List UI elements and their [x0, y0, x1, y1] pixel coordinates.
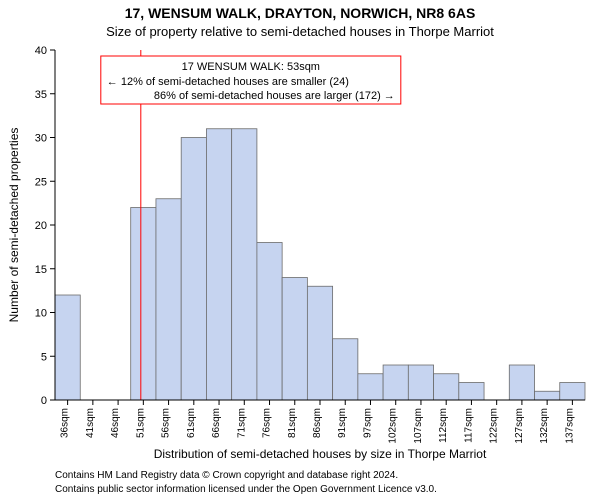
- histogram-bar: [560, 383, 585, 401]
- x-tick-label: 122sqm: [489, 408, 500, 444]
- x-tick-label: 127sqm: [514, 408, 525, 444]
- x-tick-label: 102sqm: [388, 408, 399, 444]
- credit-line2: Contains public sector information licen…: [55, 484, 437, 495]
- x-tick-label: 36sqm: [60, 408, 71, 438]
- x-tick-label: 81sqm: [287, 408, 298, 438]
- x-tick-label: 66sqm: [211, 408, 222, 438]
- y-tick-label: 25: [35, 176, 47, 188]
- x-tick-label: 97sqm: [362, 408, 373, 438]
- y-tick-label: 15: [35, 264, 47, 276]
- x-tick-label: 112sqm: [438, 408, 449, 443]
- histogram-bar: [434, 374, 459, 400]
- property-size-histogram: 17, WENSUM WALK, DRAYTON, NORWICH, NR8 6…: [0, 0, 600, 500]
- x-tick-label: 71sqm: [236, 408, 247, 438]
- histogram-bar: [459, 383, 484, 401]
- histogram-bar: [206, 129, 231, 400]
- x-tick-label: 91sqm: [337, 408, 348, 438]
- histogram-bar: [55, 295, 80, 400]
- histogram-bar: [358, 374, 383, 400]
- histogram-bar: [257, 243, 282, 401]
- histogram-bar: [509, 365, 534, 400]
- x-axis-label: Distribution of semi-detached houses by …: [154, 447, 487, 461]
- y-tick-label: 10: [35, 308, 47, 320]
- x-tick-label: 132sqm: [539, 408, 550, 444]
- x-tick-label: 86sqm: [312, 408, 323, 438]
- chart-subtitle: Size of property relative to semi-detach…: [106, 24, 494, 39]
- histogram-bar: [181, 138, 206, 401]
- credit-line1: Contains HM Land Registry data © Crown c…: [55, 470, 398, 481]
- x-tick-label: 51sqm: [135, 408, 146, 438]
- histogram-bar: [408, 365, 433, 400]
- y-tick-label: 30: [35, 133, 47, 145]
- bars-group: [55, 129, 585, 400]
- x-tick-label: 137sqm: [564, 408, 575, 444]
- x-tick-label: 61sqm: [186, 408, 197, 438]
- x-tick-label: 41sqm: [85, 408, 96, 438]
- annotation-line3: 86% of semi-detached houses are larger (…: [154, 90, 395, 102]
- x-tick-label: 107sqm: [413, 408, 424, 444]
- x-tick-label: 46sqm: [110, 408, 121, 438]
- y-tick-label: 20: [35, 220, 47, 232]
- y-tick-label: 0: [41, 395, 47, 407]
- histogram-bar: [131, 208, 156, 401]
- y-tick-label: 5: [41, 351, 47, 363]
- x-tick-label: 117sqm: [463, 408, 474, 443]
- y-tick-label: 40: [35, 45, 47, 57]
- annotation-line1: 17 WENSUM WALK: 53sqm: [182, 61, 320, 73]
- histogram-bar: [156, 199, 181, 400]
- histogram-bar: [383, 365, 408, 400]
- x-tick-label: 56sqm: [161, 408, 172, 438]
- y-tick-label: 35: [35, 89, 47, 101]
- histogram-bar: [307, 286, 332, 400]
- chart-title-address: 17, WENSUM WALK, DRAYTON, NORWICH, NR8 6…: [125, 5, 476, 21]
- y-axis-label: Number of semi-detached properties: [7, 128, 21, 323]
- x-tick-label: 76sqm: [262, 408, 273, 438]
- histogram-bar: [535, 391, 560, 400]
- histogram-bar: [333, 339, 358, 400]
- histogram-bar: [282, 278, 307, 401]
- histogram-bar: [232, 129, 257, 400]
- annotation-line2: ← 12% of semi-detached houses are smalle…: [107, 76, 349, 88]
